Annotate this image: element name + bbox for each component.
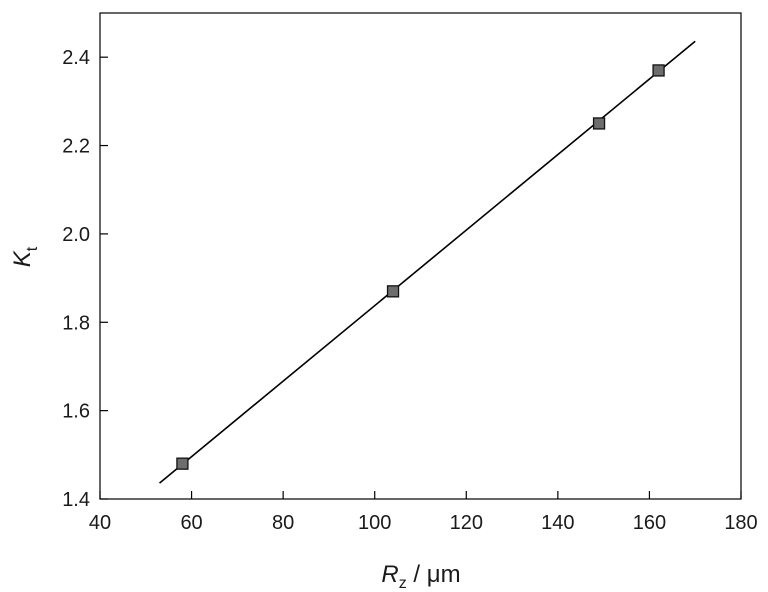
x-axis-symbol: R — [381, 561, 398, 588]
x-tick-label: 40 — [89, 512, 111, 534]
x-tick-label: 80 — [272, 512, 294, 534]
data-point — [592, 117, 606, 130]
x-tick-label: 100 — [358, 512, 391, 534]
data-point — [652, 64, 665, 77]
ticks: 40 60 80 100 120 140 160 180 1.4 1.6 1.8 2.0 2.2 2.4 — [62, 47, 758, 534]
y-tick-label: 2.0 — [62, 224, 90, 246]
y-axis-symbol: K — [9, 250, 36, 267]
data-points — [176, 64, 665, 470]
x-tick-label: 120 — [450, 512, 483, 534]
x-axis-subscript: z — [399, 575, 407, 592]
x-axis-title: Rz / μm — [381, 561, 460, 592]
y-tick-label: 1.4 — [62, 489, 90, 511]
fit-line — [159, 40, 696, 484]
fit-line-group — [159, 40, 696, 484]
plot-frame — [99, 12, 742, 500]
x-tick-label: 140 — [541, 512, 574, 534]
y-tick-label: 2.4 — [62, 47, 90, 69]
y-tick-label: 2.2 — [62, 136, 90, 158]
x-tick-label: 180 — [724, 512, 757, 534]
x-tick-label: 60 — [180, 512, 202, 534]
x-axis-unit: / μm — [407, 561, 461, 588]
data-point — [386, 285, 400, 298]
y-tick-label: 1.8 — [62, 312, 90, 334]
y-tick-label: 1.6 — [62, 401, 90, 423]
y-axis-title: Kt — [9, 246, 41, 267]
x-tick-label: 160 — [633, 512, 666, 534]
y-axis-subscript: t — [24, 246, 41, 251]
axes — [99, 12, 742, 500]
data-point — [176, 457, 189, 470]
